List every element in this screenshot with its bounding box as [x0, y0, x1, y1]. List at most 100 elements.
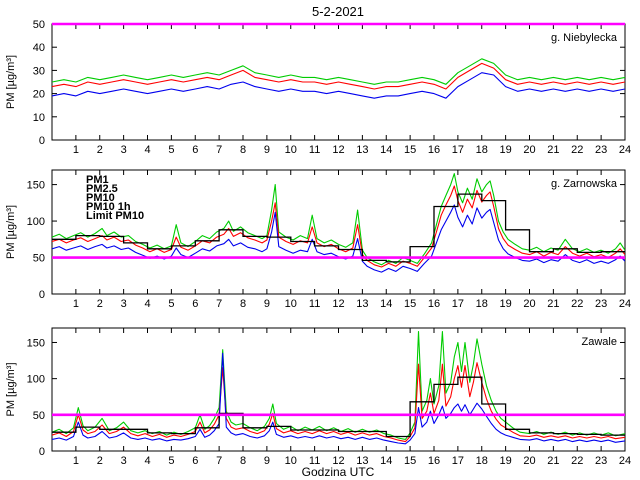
y-tick-label: 50	[33, 253, 45, 265]
series-PM1	[52, 72, 625, 99]
x-tick-label: 5	[168, 455, 174, 467]
series-hourly-step	[52, 193, 625, 263]
x-tick-label: 13	[356, 144, 368, 156]
x-tick-label: 11	[309, 298, 320, 310]
x-tick-label: 2	[97, 144, 103, 156]
legend-item-pm2.5: PM2.5	[86, 183, 118, 195]
x-axis-label: Godzina UTC	[302, 465, 375, 479]
x-tick-label: 9	[264, 298, 270, 310]
x-tick-label: 18	[476, 144, 488, 156]
x-tick-label: 5	[168, 144, 174, 156]
x-tick-label: 8	[240, 298, 246, 310]
x-tick-label: 3	[121, 455, 127, 467]
x-tick-label: 20	[523, 298, 535, 310]
x-tick-label: 21	[547, 144, 559, 156]
x-tick-label: 4	[144, 144, 150, 156]
x-tick-label: 9	[264, 455, 270, 467]
x-tick-label: 12	[332, 144, 344, 156]
legend-item-limit-pm10: Limit PM10	[86, 210, 144, 222]
x-tick-label: 22	[571, 455, 583, 467]
y-tick-label: 150	[27, 180, 45, 192]
x-tick-label: 1	[73, 455, 79, 467]
x-tick-label: 4	[144, 298, 150, 310]
x-tick-label: 23	[595, 144, 607, 156]
x-tick-label: 21	[547, 298, 559, 310]
x-tick-label: 14	[380, 144, 392, 156]
x-tick-label: 7	[216, 298, 222, 310]
x-tick-label: 20	[523, 144, 535, 156]
y-axis-label: PM [µg/m³]	[5, 55, 17, 109]
x-tick-label: 17	[452, 144, 464, 156]
x-tick-label: 23	[595, 455, 607, 467]
x-tick-label: 2	[97, 455, 103, 467]
series-PM1	[52, 352, 625, 445]
x-tick-label: 24	[619, 455, 631, 467]
y-tick-label: 20	[33, 89, 45, 101]
x-tick-label: 18	[476, 298, 488, 310]
x-tick-label: 24	[619, 144, 631, 156]
panel-title: g. Zarnowska	[551, 178, 618, 190]
y-tick-label: 150	[27, 337, 45, 349]
x-tick-label: 7	[216, 455, 222, 467]
x-tick-label: 2	[97, 298, 103, 310]
x-tick-label: 19	[500, 144, 512, 156]
x-tick-label: 10	[285, 298, 297, 310]
x-tick-label: 5	[168, 298, 174, 310]
x-tick-label: 16	[428, 298, 440, 310]
x-tick-label: 13	[356, 298, 368, 310]
x-tick-label: 21	[547, 455, 559, 467]
x-tick-label: 15	[404, 455, 416, 467]
x-tick-label: 1	[73, 144, 79, 156]
x-tick-label: 14	[380, 298, 392, 310]
x-tick-label: 6	[192, 298, 198, 310]
x-tick-label: 16	[428, 455, 440, 467]
x-tick-label: 20	[523, 455, 535, 467]
x-tick-label: 13	[356, 455, 368, 467]
x-tick-label: 11	[309, 144, 320, 156]
y-tick-label: 50	[33, 410, 45, 422]
y-tick-label: 100	[27, 374, 45, 386]
x-tick-label: 22	[571, 298, 583, 310]
x-tick-label: 17	[452, 298, 464, 310]
x-tick-label: 15	[404, 144, 416, 156]
panel-title: Zawale	[582, 336, 617, 348]
series-hourly-step	[52, 376, 625, 438]
legend-item-pm10-1h: PM10 1h	[86, 201, 131, 213]
x-tick-label: 24	[619, 298, 631, 310]
series-PM10	[52, 58, 625, 85]
x-tick-label: 11	[309, 455, 320, 467]
panel-title: g. Niebylecka	[551, 32, 618, 44]
y-tick-label: 50	[33, 19, 45, 31]
x-tick-label: 15	[404, 298, 416, 310]
y-tick-label: 30	[33, 65, 45, 77]
plot-frame	[51, 169, 626, 295]
x-tick-label: 3	[121, 298, 127, 310]
panel-2: 1 2 3 4 5 6 7 8 9 10 11 12 13 14 15 16 17 18 19 20 21 22 23 240…	[5, 327, 631, 467]
y-tick-label: 100	[27, 216, 45, 228]
x-tick-label: 19	[500, 455, 512, 467]
series-PM2.5	[52, 62, 625, 90]
x-tick-label: 10	[285, 455, 297, 467]
figure-title: 5-2-2021	[312, 4, 364, 19]
series-PM2.5	[52, 362, 625, 443]
y-tick-label: 40	[33, 42, 45, 54]
x-tick-label: 3	[121, 144, 127, 156]
legend-item-pm10: PM10	[86, 192, 115, 204]
x-tick-label: 23	[595, 298, 607, 310]
y-tick-label: 0	[39, 135, 45, 147]
y-tick-label: 0	[39, 289, 45, 301]
panel-1: 1 2 3 4 5 6 7 8 9 10 11 12 13 14 15 16 17 18 19 20 21 22 23 240…	[5, 169, 631, 310]
x-tick-label: 17	[452, 455, 464, 467]
x-tick-label: 18	[476, 455, 488, 467]
x-tick-label: 12	[332, 298, 344, 310]
x-tick-label: 6	[192, 144, 198, 156]
legend-item-pm1: PM1	[86, 174, 109, 186]
series-PM10	[52, 173, 625, 266]
panels: 1 2 3 4 5 6 7 8 9 10 11 12 13 14 15 16 17 18 19 20 21 22 23 240…	[5, 19, 631, 467]
x-tick-label: 19	[500, 298, 512, 310]
x-tick-label: 10	[285, 144, 297, 156]
x-tick-label: 8	[240, 144, 246, 156]
series-PM10	[52, 331, 625, 440]
x-tick-label: 12	[332, 455, 344, 467]
